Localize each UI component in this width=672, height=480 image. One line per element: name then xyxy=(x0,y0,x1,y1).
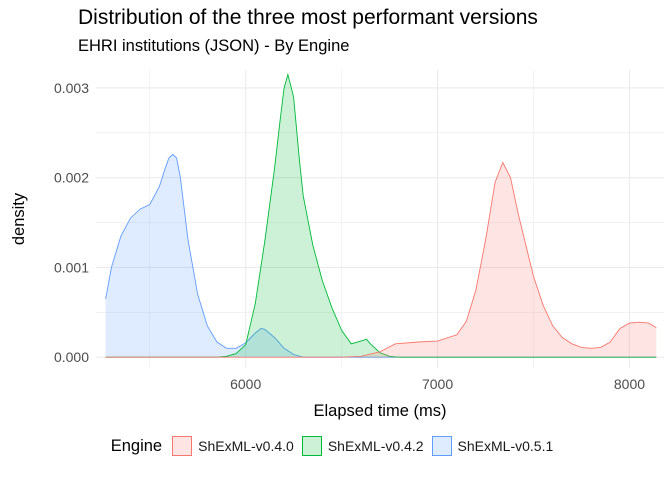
legend-item-shexml-v0-5-1: ShExML-v0.5.1 xyxy=(431,436,554,456)
chart-subtitle: EHRI institutions (JSON) - By Engine xyxy=(78,37,350,55)
legend-item-shexml-v0-4-0: ShExML-v0.4.0 xyxy=(172,436,294,456)
density-chart: 6000 7000 8000 0.000 0.001 0.002 0.003 Elapse… xyxy=(10,70,664,420)
density-area-shexml-v0-4-0 xyxy=(105,162,657,358)
legend-label: ShExML-v0.4.0 xyxy=(198,438,294,454)
x-axis-title: Elapsed time (ms) xyxy=(314,402,447,420)
density-area-shexml-v0-5-1 xyxy=(105,154,657,358)
legend-key-shexml-v0-5-1 xyxy=(431,436,452,456)
y-axis-title: density xyxy=(10,192,28,245)
y-tick-label: 0.000 xyxy=(54,349,89,365)
x-tick-label: 7000 xyxy=(422,376,453,392)
legend-label: ShExML-v0.5.1 xyxy=(457,438,554,454)
legend-label: ShExML-v0.4.2 xyxy=(327,438,424,454)
legend-title: Engine xyxy=(110,436,163,455)
x-tick-label: 8000 xyxy=(614,376,645,392)
legend-key-shexml-v0-4-2 xyxy=(301,436,322,456)
legend: Engine ShExML-v0.4.0 ShExML-v0.4.2 ShExML-… xyxy=(0,436,672,456)
legend-key-shexml-v0-4-0 xyxy=(172,436,193,456)
density-line-shexml-v0-5-1 xyxy=(105,153,657,358)
density-line-shexml-v0-4-2 xyxy=(105,72,657,358)
y-tick-label: 0.003 xyxy=(54,80,89,96)
y-axis: 0.000 0.001 0.002 0.003 xyxy=(54,80,89,365)
x-axis: 6000 7000 8000 xyxy=(230,376,645,392)
legend-item-shexml-v0-4-2: ShExML-v0.4.2 xyxy=(301,436,424,456)
chart-title: Distribution of the three most performan… xyxy=(78,6,538,29)
y-tick-label: 0.001 xyxy=(54,259,89,275)
density-line-shexml-v0-4-0 xyxy=(105,161,657,358)
y-tick-label: 0.002 xyxy=(54,170,89,186)
x-tick-label: 6000 xyxy=(230,376,261,392)
series-layer xyxy=(105,72,657,358)
